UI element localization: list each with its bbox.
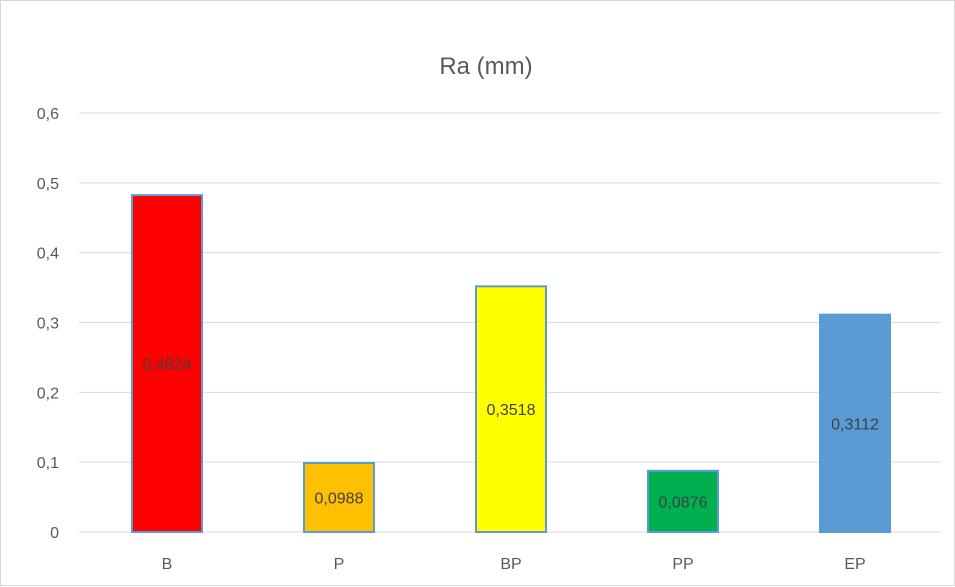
x-axis-tick-labels: B P BP PP EP [162,556,866,573]
bar-p [303,462,375,533]
y-tick-label: 0,1 [37,455,59,472]
x-tick-label: PP [672,556,693,573]
y-tick-label: 0,6 [37,106,59,123]
y-tick-label: 0,5 [37,176,59,193]
data-label: 0,0988 [315,491,364,508]
data-label: 0,4824 [143,357,192,374]
y-axis-tick-labels: 0 0,1 0,2 0,3 0,4 0,5 0,6 [37,106,59,542]
bar-ep [819,313,891,534]
y-tick-label: 0 [50,525,59,542]
x-tick-label: BP [500,556,521,573]
data-labels: 0,4824 0,0988 0,3518 0,0876 0,3112 [143,357,879,512]
y-tick-label: 0,2 [37,385,59,402]
bars [131,194,891,534]
y-tick-label: 0,3 [37,316,59,333]
data-label: 0,3112 [831,416,879,433]
bar-pp [647,469,719,533]
x-tick-label: B [162,556,173,573]
x-tick-label: EP [844,556,865,573]
bar-bp [475,285,547,533]
chart-title: Ra (mm) [439,53,532,80]
x-tick-label: P [334,556,345,573]
bar-b [131,194,203,533]
y-tick-label: 0,4 [37,246,59,263]
data-label: 0,0876 [659,494,708,511]
data-label: 0,3518 [487,402,536,419]
